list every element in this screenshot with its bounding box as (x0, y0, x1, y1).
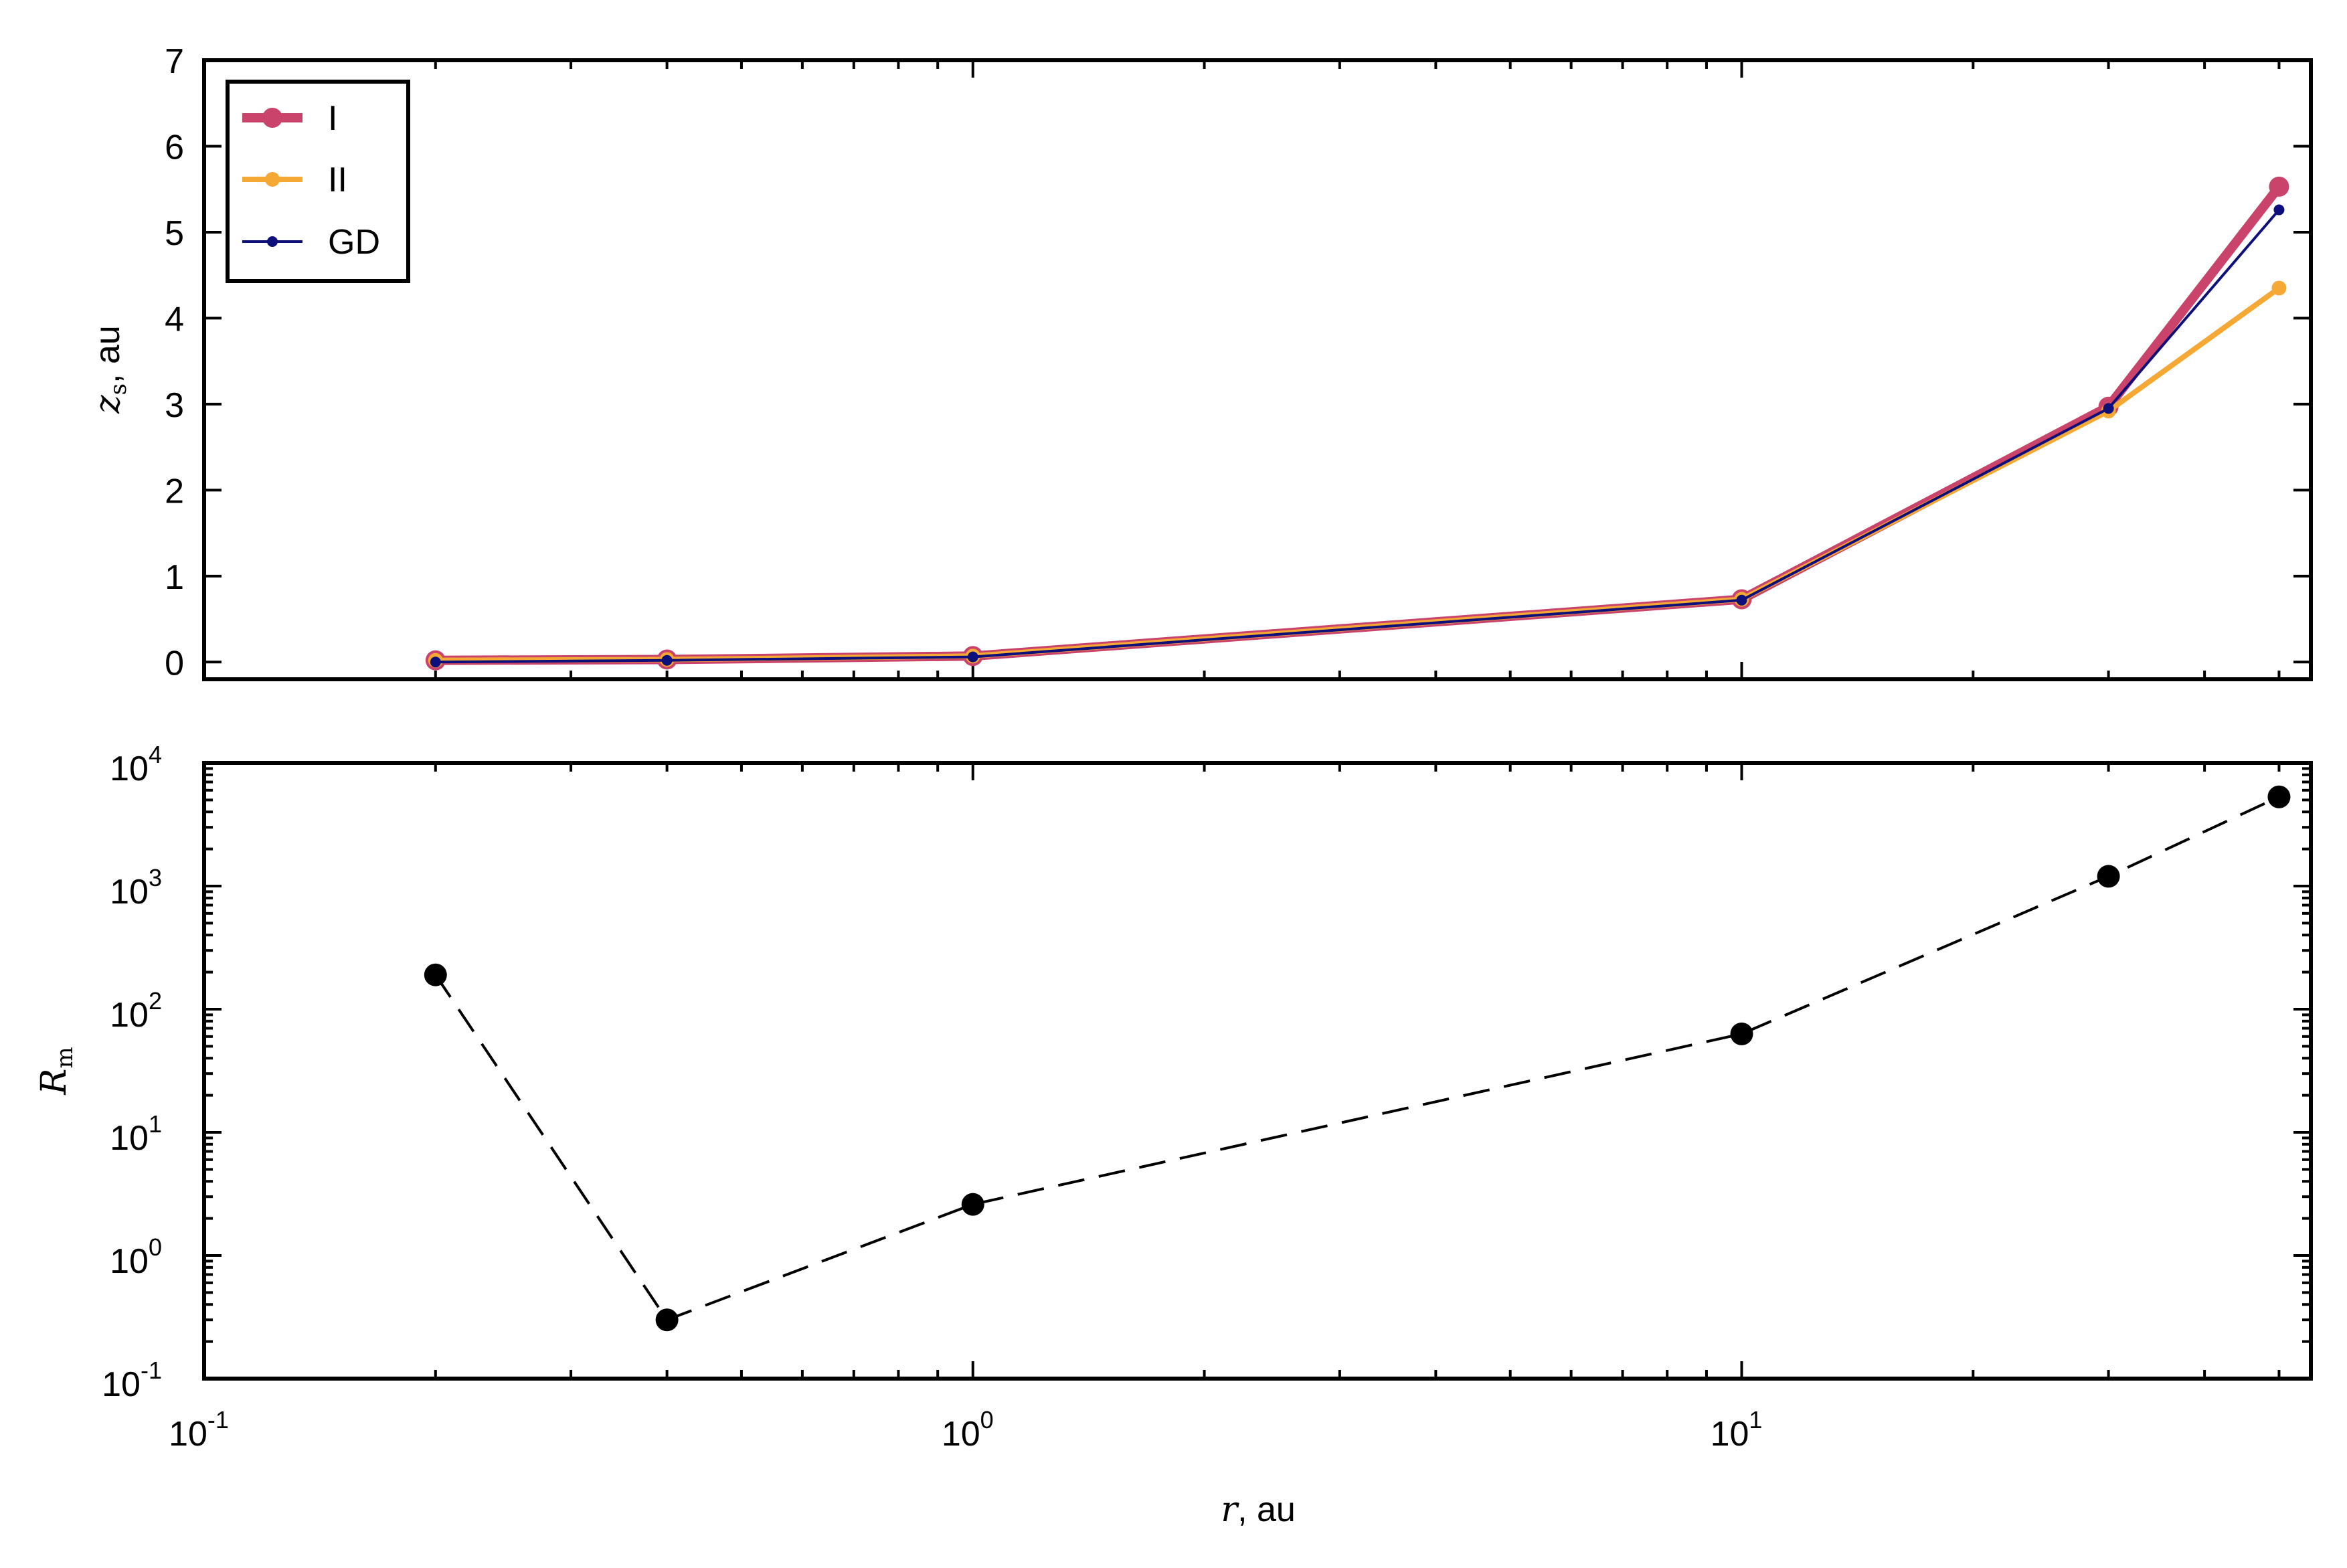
series-point-GD (967, 651, 978, 663)
bottom-panel: 10-1 100 101 102 103 104 10-1 100 101 Rm r, au (34, 741, 2313, 1530)
top-plot-frame (202, 58, 2313, 681)
legend-marker-I (262, 108, 282, 128)
legend-entry-GD: GD (242, 223, 380, 262)
y-tick-label: 3 (165, 386, 184, 425)
y-tick-label: 100 (110, 1233, 162, 1281)
bottom-plot-frame (202, 761, 2313, 1381)
top-y-tick-labels: 0 1 2 3 4 5 6 7 (165, 42, 184, 683)
x-tick-label: 101 (1711, 1406, 1763, 1454)
series-point-II (2271, 280, 2287, 296)
y-tick-label: 6 (165, 128, 184, 167)
top-panel: 0 1 2 3 4 5 6 7 zs, au I II GD (88, 42, 2313, 683)
y-tick-label: 7 (165, 42, 184, 81)
legend-marker-II (265, 172, 280, 187)
rm-point (961, 1193, 984, 1216)
bottom-axis-ticks (203, 762, 2311, 1380)
bottom-y-tick-labels: 10-1 100 101 102 103 104 (102, 741, 162, 1404)
series-line-II (435, 286, 2281, 663)
rm-point (424, 963, 447, 986)
x-tick-label: 10-1 (169, 1406, 229, 1454)
top-axis-ticks (203, 59, 2311, 679)
legend-label-I: I (328, 99, 337, 138)
legend-label-GD: GD (328, 223, 380, 262)
x-axis-label: r, au (1221, 1490, 1296, 1530)
series-point-I (2269, 176, 2289, 197)
bottom-dashed-line (434, 795, 2280, 1322)
x-tick-label: 100 (942, 1406, 994, 1454)
y-tick-label: 5 (165, 214, 184, 253)
series-point-GD (661, 655, 673, 666)
y-tick-label: 1 (165, 558, 184, 597)
rm-point (655, 1308, 679, 1332)
y-tick-label: 4 (165, 300, 184, 339)
rm-dashed-line (434, 795, 2280, 1322)
y-tick-label: 104 (110, 741, 162, 788)
series-point-GD (2273, 204, 2285, 215)
legend-entry-II: II (242, 161, 347, 199)
series-point-GD (2103, 403, 2114, 414)
series-line-I (435, 183, 2283, 665)
series-point-GD (430, 657, 441, 668)
top-y-axis-label: zs, au (88, 325, 132, 414)
y-tick-label: 2 (165, 472, 184, 511)
rm-point (2267, 785, 2291, 808)
y-tick-label: 0 (165, 644, 184, 683)
y-tick-label: 102 (110, 987, 162, 1035)
series-point-GD (1736, 594, 1747, 606)
bottom-y-axis-label: Rm (34, 1047, 78, 1095)
bottom-points (424, 785, 2291, 1332)
legend-entry-I: I (242, 99, 337, 138)
rm-point (2097, 865, 2120, 888)
top-series-lines (425, 176, 2289, 671)
legend-marker-GD (267, 236, 278, 247)
x-tick-labels: 10-1 100 101 (169, 1406, 1762, 1454)
y-tick-label: 101 (110, 1110, 162, 1158)
series-line-GD (435, 209, 2281, 664)
rm-point (1730, 1022, 1753, 1045)
y-tick-label: 103 (110, 864, 162, 911)
y-tick-label: 10-1 (102, 1357, 162, 1404)
legend: I II GD (226, 80, 410, 283)
legend-label-II: II (328, 161, 347, 199)
